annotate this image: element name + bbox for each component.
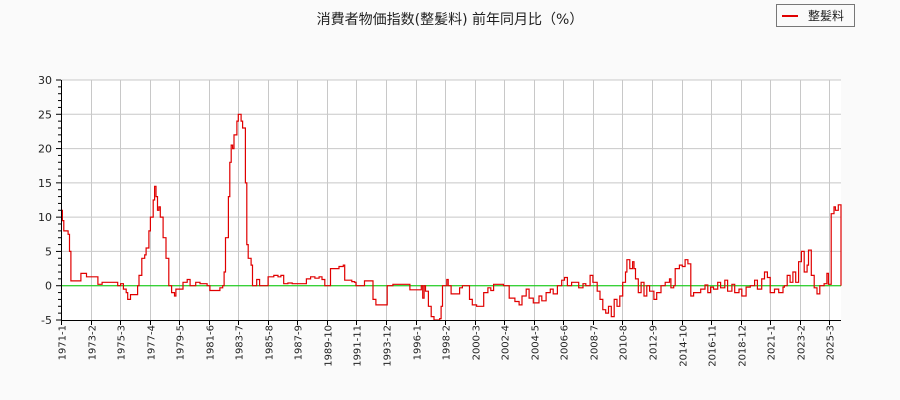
x-tick-label: 2008-7 [590, 325, 601, 360]
x-tick-label: 2023-2 [797, 325, 808, 360]
x-tick-label: 2004-5 [531, 325, 542, 360]
x-tick-label: 1998-2 [442, 325, 453, 360]
grid-lines [61, 79, 841, 320]
x-tick-label: 2012-9 [649, 325, 660, 360]
y-tick-label: -5 [41, 314, 52, 327]
x-tick-label: 2025-3 [826, 325, 837, 360]
y-tick-label: 5 [45, 245, 52, 258]
x-axis-ticks: 1971-1 1973-2 1975-3 1977-4 1979-5 1981-6 1983… [58, 325, 837, 367]
x-tick-label: 2002-4 [501, 325, 512, 360]
x-tick-label: 1989-10 [324, 325, 335, 367]
x-tick-label: 2014-10 [679, 325, 690, 367]
x-tick-label: 2000-3 [472, 325, 483, 360]
x-tick-label: 1996-1 [413, 325, 424, 360]
x-tick-label: 2021-1 [767, 325, 778, 360]
x-tick-label: 1987-9 [294, 325, 305, 360]
y-axis-ticks: 30 25 20 15 10 5 0 -5 [38, 74, 52, 327]
y-tick-label: 20 [38, 143, 52, 156]
legend-label: 整髪料 [808, 9, 845, 23]
axes [56, 79, 841, 325]
y-tick-label: 25 [38, 108, 52, 121]
x-tick-label: 1979-5 [176, 325, 187, 360]
x-tick-label: 1975-3 [117, 325, 128, 360]
x-tick-label: 1993-12 [383, 325, 394, 367]
y-tick-label: 30 [38, 74, 52, 87]
legend: 整髪料 [776, 4, 855, 27]
x-tick-label: 2016-11 [708, 325, 719, 367]
x-tick-label: 1983-7 [235, 325, 246, 360]
x-tick-label: 1971-1 [58, 325, 69, 360]
x-tick-label: 1973-2 [88, 325, 99, 360]
y-tick-label: 0 [45, 280, 52, 293]
x-tick-label: 2018-12 [738, 325, 749, 367]
y-tick-label: 15 [38, 177, 52, 190]
x-tick-label: 1991-11 [353, 325, 364, 367]
x-tick-label: 1985-8 [265, 325, 276, 360]
chart-title: 消費者物価指数(整髪料) 前年同月比（%） [316, 12, 584, 28]
series-line [61, 113, 842, 321]
x-tick-label: 1977-4 [147, 325, 158, 360]
x-tick-label: 2010-8 [619, 325, 630, 360]
x-tick-label: 1981-6 [206, 325, 217, 360]
x-tick-label: 2006-6 [560, 325, 571, 360]
legend-line-icon [782, 14, 798, 17]
y-tick-label: 10 [38, 211, 52, 224]
